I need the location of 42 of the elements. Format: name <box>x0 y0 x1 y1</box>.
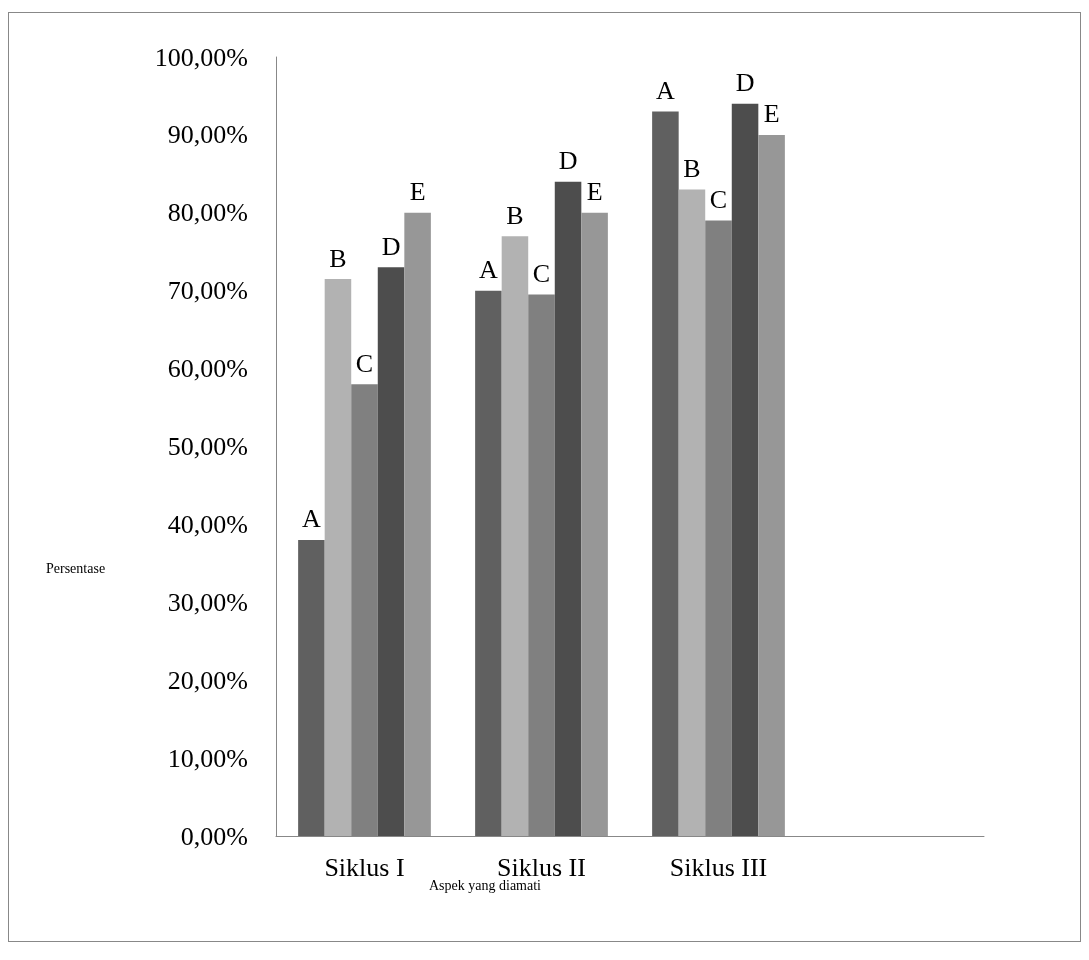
x-axis-title: Aspek yang diamati <box>429 877 542 893</box>
series-label: D <box>381 231 401 261</box>
bar <box>377 267 405 836</box>
series-label: A <box>302 504 322 534</box>
bar <box>501 236 529 836</box>
bar <box>678 189 706 836</box>
bar <box>298 539 325 836</box>
bar <box>475 290 502 836</box>
y-tick-label: 10,00% <box>167 743 248 773</box>
y-tick-label: 30,00% <box>167 587 248 617</box>
y-tick-label: 50,00% <box>167 432 248 461</box>
bar <box>554 181 582 836</box>
bar <box>404 212 431 836</box>
text: B <box>683 153 701 183</box>
text: A <box>479 255 498 285</box>
text: D <box>558 146 578 176</box>
y-tick-label: 0,00% <box>180 821 248 851</box>
series-label: E <box>409 177 426 207</box>
text: D <box>735 68 755 98</box>
y-axis-title: Persentase <box>46 560 106 576</box>
x-tick-label: Siklus III <box>669 852 768 882</box>
bar <box>758 134 785 836</box>
text: E <box>586 177 603 207</box>
text: A <box>656 76 675 106</box>
series-label: B <box>329 243 347 273</box>
x-tick-label: Siklus I <box>324 852 405 882</box>
series-label: C <box>355 348 374 378</box>
y-tick-label: 90,00% <box>167 120 248 150</box>
y-tick-label: 80,00% <box>167 198 248 228</box>
bar <box>581 212 608 836</box>
y-tick-label: 20,00% <box>167 665 248 695</box>
y-tick-label: 100,00% <box>154 42 248 72</box>
bar <box>324 279 352 836</box>
y-tick-label: 70,00% <box>167 276 248 306</box>
text: C <box>709 185 728 215</box>
bar <box>731 103 759 836</box>
text: B <box>506 200 524 230</box>
text: C <box>532 259 551 289</box>
text: E <box>763 99 780 129</box>
bar <box>652 111 679 836</box>
y-tick-label: 40,00% <box>167 509 248 539</box>
y-tick-label: 60,00% <box>167 354 248 384</box>
